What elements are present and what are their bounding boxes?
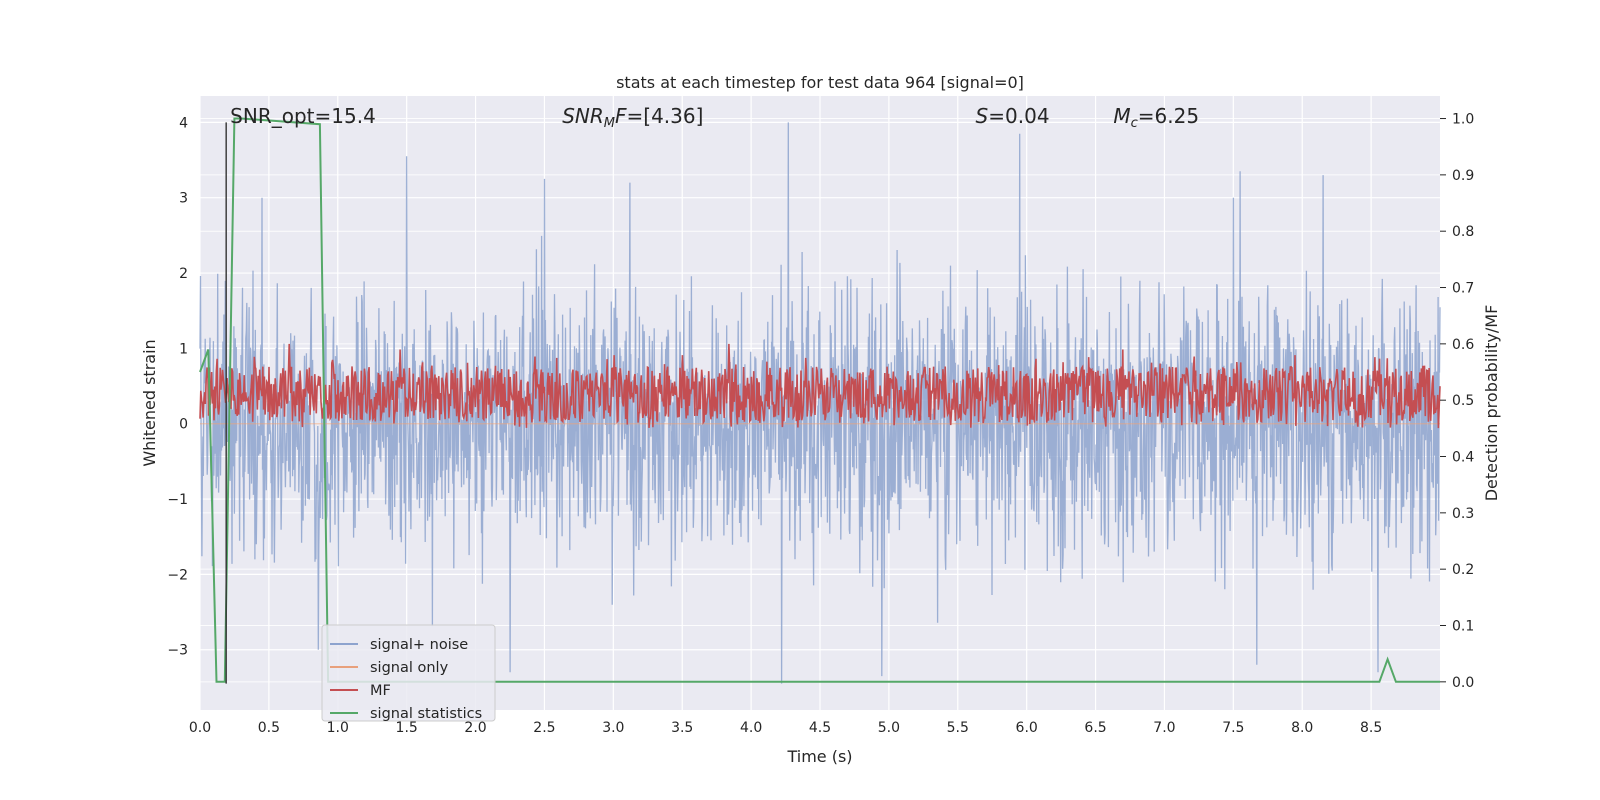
x-tick-label: 1.0 bbox=[327, 720, 349, 736]
annotations: SNR_opt=15.4 SNRMF=[4.36] S=0.04 Mc=6.25 bbox=[230, 104, 1199, 131]
annotation-mc: Mc=6.25 bbox=[1113, 104, 1199, 131]
x-tick-label: 7.5 bbox=[1222, 720, 1244, 736]
annotation-snr-opt: SNR_opt=15.4 bbox=[230, 104, 376, 128]
x-tick-label: 6.5 bbox=[1084, 720, 1106, 736]
x-tick-label: 4.5 bbox=[809, 720, 831, 736]
y2-tick-label: 0.7 bbox=[1452, 281, 1474, 297]
x-tick-label: 3.5 bbox=[671, 720, 693, 736]
y2-tick-label: 0.5 bbox=[1452, 393, 1474, 409]
y-tick-label: −1 bbox=[167, 492, 188, 508]
y-tick-label: 2 bbox=[179, 266, 188, 282]
y2-tick-label: 0.6 bbox=[1452, 337, 1474, 353]
y2-tick-label: 0.9 bbox=[1452, 168, 1474, 184]
legend: signal+ noise signal only MF signal statist… bbox=[321, 624, 496, 722]
y2-tick-label: 0.2 bbox=[1452, 562, 1474, 578]
y-tick-label: −2 bbox=[167, 567, 188, 583]
x-tick-label: 8.0 bbox=[1291, 720, 1313, 736]
x-tick-label: 6.0 bbox=[1016, 720, 1038, 736]
y2-tick-label: 0.4 bbox=[1452, 450, 1474, 466]
series-mf bbox=[199, 343, 1441, 429]
x-axis-label: Time (s) bbox=[786, 747, 852, 766]
y2-tick-label: 0.0 bbox=[1452, 675, 1474, 691]
series-layer bbox=[199, 117, 1441, 684]
annotation-s: S=0.04 bbox=[976, 104, 1050, 128]
y2-tick-label: 0.1 bbox=[1452, 619, 1474, 635]
x-tick-label: 0.0 bbox=[189, 720, 211, 736]
legend-signal-statistics-label: signal statistics bbox=[370, 706, 482, 722]
x-tick-label: 2.0 bbox=[464, 720, 486, 736]
y-tick-label: 0 bbox=[179, 417, 188, 433]
x-tick-label: 2.5 bbox=[533, 720, 555, 736]
chart-title: stats at each timestep for test data 964… bbox=[616, 73, 1024, 92]
x-tick-label: 8.5 bbox=[1360, 720, 1382, 736]
y2-tick-label: 0.8 bbox=[1452, 224, 1474, 240]
x-tick-label: 0.5 bbox=[258, 720, 280, 736]
legend-mf-label: MF bbox=[370, 683, 391, 699]
legend-signal-only-label: signal only bbox=[370, 660, 449, 676]
annotation-snr-mf: SNRMF=[4.36] bbox=[562, 104, 703, 131]
legend-box bbox=[321, 624, 496, 722]
series-signal-noise bbox=[199, 122, 1441, 684]
y2-tick-label: 1.0 bbox=[1452, 112, 1474, 128]
y-tick-label: 3 bbox=[179, 191, 188, 207]
y2-axis-label: Detection probability/MF bbox=[1482, 305, 1501, 502]
y-axis-label: Whitened strain bbox=[140, 339, 159, 466]
legend-signal-noise-label: signal+ noise bbox=[370, 637, 468, 653]
ticks: 0.0 0.5 1.0 1.5 2.0 2.5 3.0 3.5 4.0 4.5 5.0 5.5 6.0 6… bbox=[167, 112, 1474, 736]
y-tick-label: 4 bbox=[179, 115, 188, 131]
x-tick-label: 3.0 bbox=[602, 720, 624, 736]
x-tick-label: 5.0 bbox=[878, 720, 900, 736]
y2-tick-label: 0.3 bbox=[1452, 506, 1474, 522]
y-tick-label: −3 bbox=[167, 643, 188, 659]
y-tick-label: 1 bbox=[179, 341, 188, 357]
series-signal-statistics bbox=[199, 117, 1440, 683]
x-tick-label: 1.5 bbox=[396, 720, 418, 736]
x-tick-label: 7.0 bbox=[1153, 720, 1175, 736]
x-tick-label: 5.5 bbox=[947, 720, 969, 736]
x-tick-label: 4.0 bbox=[740, 720, 762, 736]
